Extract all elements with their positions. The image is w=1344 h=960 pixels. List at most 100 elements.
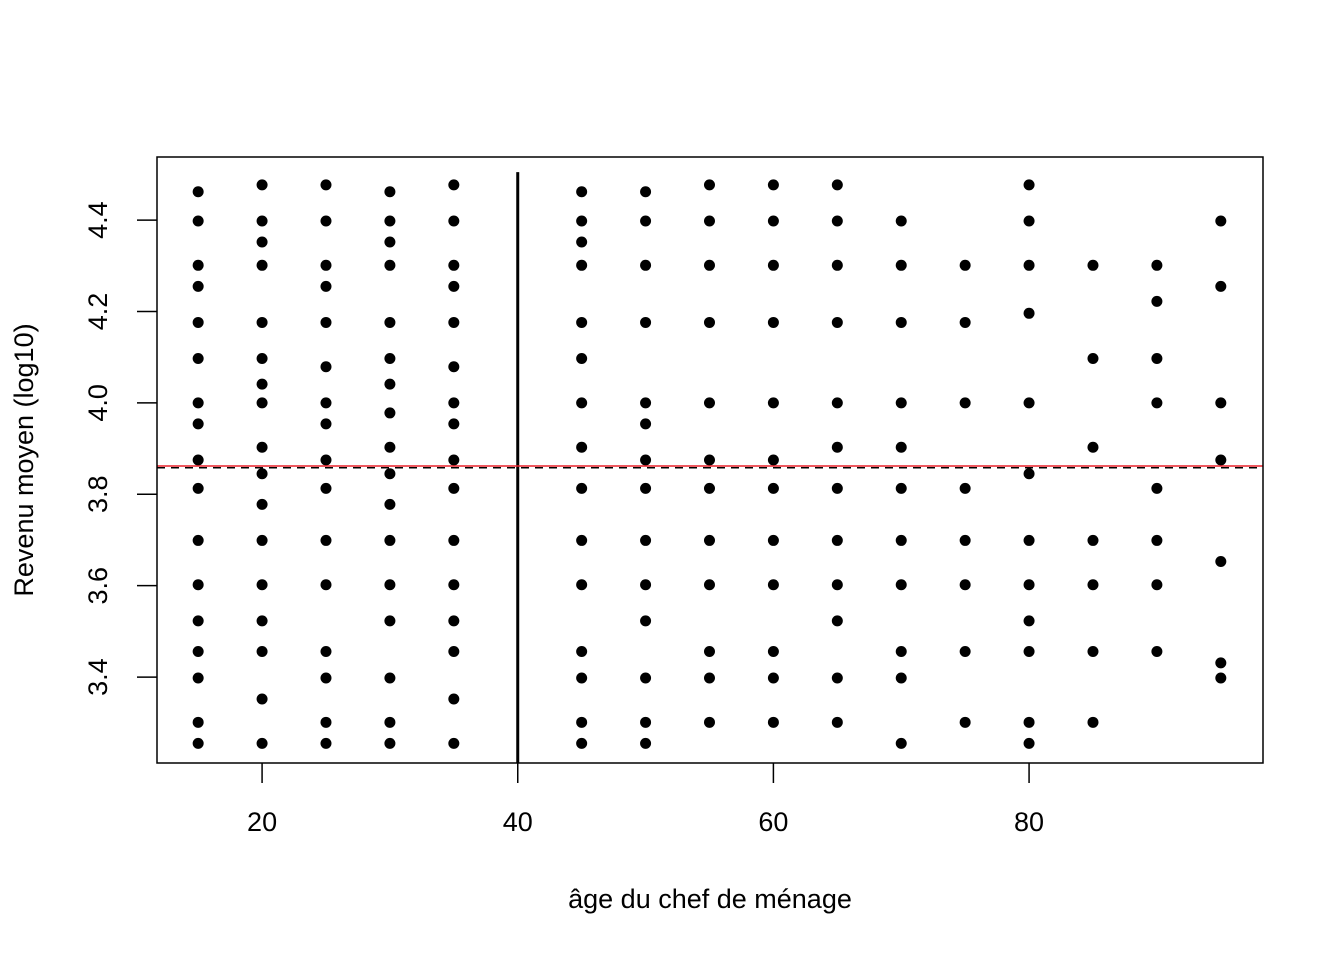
point xyxy=(384,259,396,271)
point xyxy=(640,316,652,328)
point xyxy=(1087,259,1099,271)
point xyxy=(1023,397,1035,409)
point xyxy=(320,316,332,328)
point xyxy=(192,534,204,546)
point xyxy=(576,353,588,365)
point xyxy=(895,482,907,494)
point xyxy=(576,645,588,657)
point xyxy=(320,672,332,684)
point xyxy=(384,737,396,749)
point xyxy=(192,316,204,328)
point xyxy=(1215,672,1227,684)
point xyxy=(831,579,843,591)
point xyxy=(384,579,396,591)
point xyxy=(192,454,204,466)
point xyxy=(384,186,396,198)
point xyxy=(1023,307,1035,319)
point xyxy=(576,579,588,591)
point xyxy=(192,215,204,227)
point xyxy=(1023,579,1035,591)
point xyxy=(1215,555,1227,567)
point xyxy=(1087,441,1099,453)
point xyxy=(192,482,204,494)
y-tick-label: 3.8 xyxy=(83,476,113,514)
point xyxy=(959,579,971,591)
point xyxy=(703,482,715,494)
point xyxy=(1023,737,1035,749)
point xyxy=(320,454,332,466)
point xyxy=(576,397,588,409)
point xyxy=(256,579,268,591)
point xyxy=(959,397,971,409)
point xyxy=(576,672,588,684)
point xyxy=(959,534,971,546)
point xyxy=(1087,579,1099,591)
point xyxy=(448,280,460,292)
point xyxy=(576,186,588,198)
point xyxy=(256,179,268,191)
x-tick-label: 40 xyxy=(503,807,533,837)
y-tick-label: 3.4 xyxy=(83,658,113,696)
point xyxy=(320,534,332,546)
point xyxy=(640,454,652,466)
y-axis-label: Revenu moyen (log10) xyxy=(9,323,39,596)
point xyxy=(576,716,588,728)
y-tick-label: 4.4 xyxy=(83,201,113,239)
point xyxy=(192,672,204,684)
point xyxy=(384,615,396,627)
point xyxy=(703,579,715,591)
point xyxy=(384,407,396,419)
point xyxy=(448,454,460,466)
point xyxy=(256,316,268,328)
point xyxy=(256,236,268,248)
point xyxy=(1023,259,1035,271)
point xyxy=(831,179,843,191)
point xyxy=(640,737,652,749)
point xyxy=(703,716,715,728)
point xyxy=(1087,716,1099,728)
point xyxy=(1215,454,1227,466)
point xyxy=(1087,534,1099,546)
point xyxy=(256,259,268,271)
point xyxy=(448,316,460,328)
point xyxy=(1151,397,1163,409)
point xyxy=(256,498,268,510)
point xyxy=(448,179,460,191)
point xyxy=(831,534,843,546)
point xyxy=(320,418,332,430)
y-tick-label: 3.6 xyxy=(83,567,113,605)
point xyxy=(703,454,715,466)
point xyxy=(703,316,715,328)
x-axis-label: âge du chef de ménage xyxy=(568,884,852,914)
point xyxy=(1151,295,1163,307)
point xyxy=(320,716,332,728)
point xyxy=(640,418,652,430)
point xyxy=(640,482,652,494)
point xyxy=(831,672,843,684)
point xyxy=(192,615,204,627)
point xyxy=(384,316,396,328)
point xyxy=(1023,215,1035,227)
point xyxy=(831,441,843,453)
point xyxy=(640,534,652,546)
point xyxy=(192,186,204,198)
point xyxy=(640,579,652,591)
point xyxy=(448,693,460,705)
point xyxy=(895,259,907,271)
point xyxy=(576,259,588,271)
point xyxy=(1023,645,1035,657)
point xyxy=(1215,280,1227,292)
point xyxy=(448,418,460,430)
point xyxy=(767,454,779,466)
point xyxy=(448,215,460,227)
point xyxy=(320,397,332,409)
point xyxy=(256,693,268,705)
point xyxy=(1151,645,1163,657)
point xyxy=(256,353,268,365)
point xyxy=(448,534,460,546)
point xyxy=(320,215,332,227)
point xyxy=(256,378,268,390)
point xyxy=(576,441,588,453)
point xyxy=(767,645,779,657)
